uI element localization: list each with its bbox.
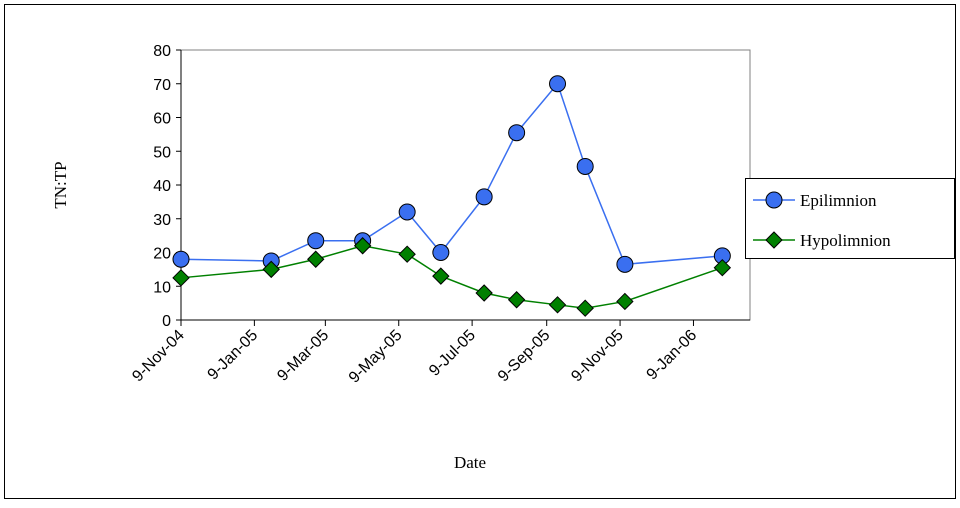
data-point: [616, 292, 634, 311]
y-tick-label: 80: [153, 43, 171, 60]
legend-label: Epilimnion: [800, 191, 877, 210]
legend-marker: [765, 191, 783, 209]
legend: [745, 178, 955, 259]
data-point: [475, 284, 493, 302]
data-point: [172, 269, 190, 287]
data-point: [307, 232, 325, 250]
y-axis-title: TN:TP: [51, 161, 70, 208]
y-tick-label: 50: [153, 144, 171, 161]
y-tick-label: 0: [162, 313, 171, 330]
data-point: [398, 245, 416, 263]
data-point: [262, 260, 280, 279]
data-point: [475, 188, 493, 206]
y-tick-label: 40: [153, 178, 171, 195]
data-point: [713, 258, 732, 277]
y-tick-label: 60: [153, 111, 171, 128]
data-point: [432, 244, 450, 261]
data-point: [616, 255, 634, 273]
data-point: [432, 267, 450, 285]
legend-label: Hypolimnion: [800, 231, 891, 250]
y-tick-label: 10: [153, 279, 171, 296]
y-tick-label: 20: [153, 246, 171, 263]
data-point: [549, 75, 567, 93]
y-tick-label: 70: [153, 77, 171, 94]
y-tick-label: 30: [153, 212, 171, 229]
data-point: [398, 203, 416, 221]
data-point: [576, 299, 594, 317]
data-point: [576, 157, 594, 175]
data-point: [507, 291, 526, 309]
x-axis-title: Date: [454, 453, 486, 472]
legend-marker: [765, 231, 783, 249]
data-point: [172, 250, 190, 268]
data-point: [353, 237, 372, 255]
plot-area: [180, 49, 751, 321]
data-point: [508, 124, 526, 142]
data-point: [307, 250, 325, 268]
data-point: [548, 296, 567, 314]
